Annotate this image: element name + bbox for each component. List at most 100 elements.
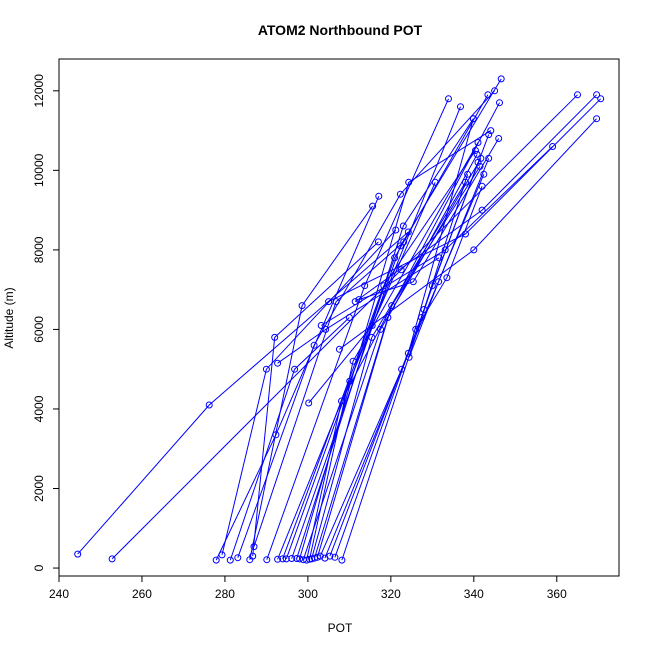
data-point — [404, 349, 412, 357]
data-point — [271, 333, 279, 341]
data-point — [335, 345, 343, 353]
data-point — [212, 556, 220, 564]
series-line — [339, 118, 597, 350]
series-line — [302, 158, 482, 560]
data-point — [443, 274, 451, 282]
x-tick-label: 280 — [215, 587, 235, 601]
data-point — [317, 322, 325, 329]
data-point — [368, 322, 376, 329]
series-17 — [299, 154, 485, 564]
data-point — [338, 556, 346, 564]
data-point — [478, 206, 486, 214]
y-tick-label: 6000 — [32, 316, 46, 343]
y-tick-label: 2000 — [32, 475, 46, 502]
x-tick-label: 340 — [464, 587, 484, 601]
series-29 — [274, 254, 443, 367]
data-point — [405, 353, 413, 361]
data-point — [369, 202, 377, 210]
data-point — [474, 158, 482, 166]
series-line — [354, 94, 597, 303]
x-axis-label: POT — [328, 621, 353, 635]
series-line — [299, 130, 492, 560]
data-point — [428, 282, 436, 290]
data-point — [487, 127, 495, 135]
series-22 — [313, 162, 484, 561]
series-14 — [288, 75, 505, 562]
series-18 — [303, 99, 503, 564]
data-point — [457, 103, 464, 111]
series-line — [328, 98, 602, 303]
x-tick-label: 260 — [132, 587, 152, 601]
series-4 — [218, 226, 400, 559]
data-point — [279, 555, 287, 563]
data-point — [310, 341, 318, 349]
series-2 — [108, 91, 581, 563]
series-32 — [351, 91, 601, 306]
series-line — [316, 166, 481, 558]
data-point — [384, 314, 392, 321]
data-point — [375, 192, 383, 200]
data-point — [351, 298, 359, 306]
series-line — [252, 241, 379, 557]
series-36 — [412, 182, 486, 333]
data-point — [274, 359, 282, 367]
data-point — [399, 222, 407, 230]
series-16 — [296, 127, 495, 563]
data-point — [234, 554, 242, 562]
data-point — [305, 399, 313, 407]
data-point — [405, 178, 413, 186]
data-point — [485, 154, 493, 162]
data-point — [288, 555, 296, 562]
data-point — [495, 135, 503, 142]
data-point — [303, 556, 311, 564]
data-point — [431, 178, 439, 186]
data-point — [298, 302, 306, 310]
series-6 — [234, 87, 499, 562]
series-line — [341, 134, 490, 561]
data-point — [316, 552, 324, 560]
series-line — [237, 90, 495, 558]
data-point — [322, 325, 330, 333]
series-line — [309, 142, 479, 560]
data-point — [325, 298, 333, 306]
data-point — [435, 254, 443, 262]
data-point — [597, 95, 605, 103]
data-point — [445, 95, 452, 103]
data-point — [464, 170, 472, 178]
y-tick-label: 12000 — [32, 74, 46, 108]
data-point — [441, 246, 449, 254]
series-line — [320, 146, 553, 326]
series-line — [249, 205, 374, 560]
series-line — [277, 257, 440, 364]
x-tick-label: 320 — [381, 587, 401, 601]
data-point — [274, 555, 282, 563]
data-point — [326, 552, 334, 560]
series-line — [111, 94, 578, 560]
data-point — [291, 365, 299, 373]
data-point — [205, 401, 213, 409]
y-tick-label: 4000 — [32, 395, 46, 422]
data-point — [262, 365, 270, 373]
y-axis: 0 2000 4000 6000 8000 10000 12000 — [32, 74, 59, 571]
data-point — [496, 99, 503, 107]
series-line — [253, 241, 405, 547]
data-point — [474, 139, 482, 146]
series-line — [306, 102, 500, 561]
series-31 — [335, 115, 601, 353]
data-point — [218, 551, 226, 559]
data-point — [484, 91, 492, 99]
data-point — [469, 115, 477, 123]
data-point — [296, 555, 304, 563]
data-point — [593, 115, 601, 123]
x-axis: 240 260 280 300 320 340 360 — [49, 576, 567, 601]
series-line — [285, 94, 489, 560]
data-point — [409, 278, 417, 286]
data-point — [108, 555, 116, 563]
data-point — [388, 302, 396, 310]
series-line — [358, 138, 500, 301]
data-point — [478, 182, 486, 190]
data-point — [473, 150, 481, 158]
series-line — [282, 150, 476, 560]
y-axis-label: Altitude (m) — [2, 287, 16, 348]
y-tick-label: 0 — [32, 564, 46, 571]
